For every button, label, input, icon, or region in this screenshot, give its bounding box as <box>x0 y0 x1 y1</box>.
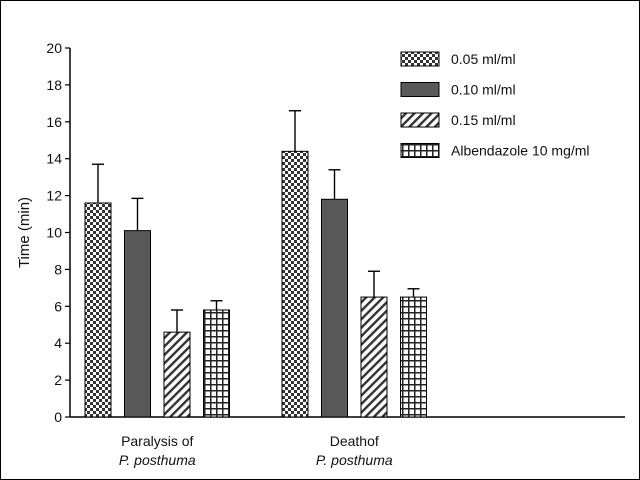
bar <box>321 198 348 418</box>
bar <box>124 230 151 418</box>
y-tick-label: 4 <box>54 335 62 351</box>
legend-label: 0.05 ml/ml <box>451 51 516 67</box>
bar <box>163 331 191 418</box>
y-tick-label: 0 <box>54 409 62 425</box>
y-axis-title: Time (min) <box>16 197 33 268</box>
category-label: Deathof <box>330 433 379 449</box>
y-tick-label: 12 <box>46 188 62 204</box>
legend-label: 0.10 ml/ml <box>451 82 516 98</box>
bar <box>84 202 112 418</box>
legend-swatch <box>400 112 440 128</box>
y-tick-label: 2 <box>54 372 62 388</box>
legend-label: Albendazole 10 mg/ml <box>451 143 590 159</box>
legend-label: 0.15 ml/ml <box>451 112 516 128</box>
y-tick-label: 18 <box>46 77 62 93</box>
bar <box>281 150 309 418</box>
y-tick-label: 20 <box>46 40 62 56</box>
bar <box>400 296 427 418</box>
legend-swatch <box>400 82 440 97</box>
y-tick-label: 14 <box>46 151 62 167</box>
category-label-species: P. posthuma <box>119 452 196 468</box>
bar <box>203 309 230 418</box>
legend-swatch <box>400 143 440 158</box>
y-tick-label: 10 <box>46 225 62 241</box>
legend: 0.05 ml/ml 0.10 ml/ml 0.15 ml/ml Albendazol… <box>400 51 590 159</box>
category-labels: Paralysis of P. posthuma Deathof P. posthum… <box>119 433 393 468</box>
y-tick-label: 8 <box>54 261 62 277</box>
bars-group <box>84 110 427 418</box>
category-label: Paralysis of <box>121 433 193 449</box>
category-label-species: P. posthuma <box>316 452 393 468</box>
y-tick-label: 6 <box>54 298 62 314</box>
legend-swatch <box>400 51 440 67</box>
bar <box>360 296 388 418</box>
axes: 0 2 4 6 8 10 12 14 16 18 20 Time (min) <box>16 40 625 425</box>
y-tick-label: 16 <box>46 114 62 130</box>
